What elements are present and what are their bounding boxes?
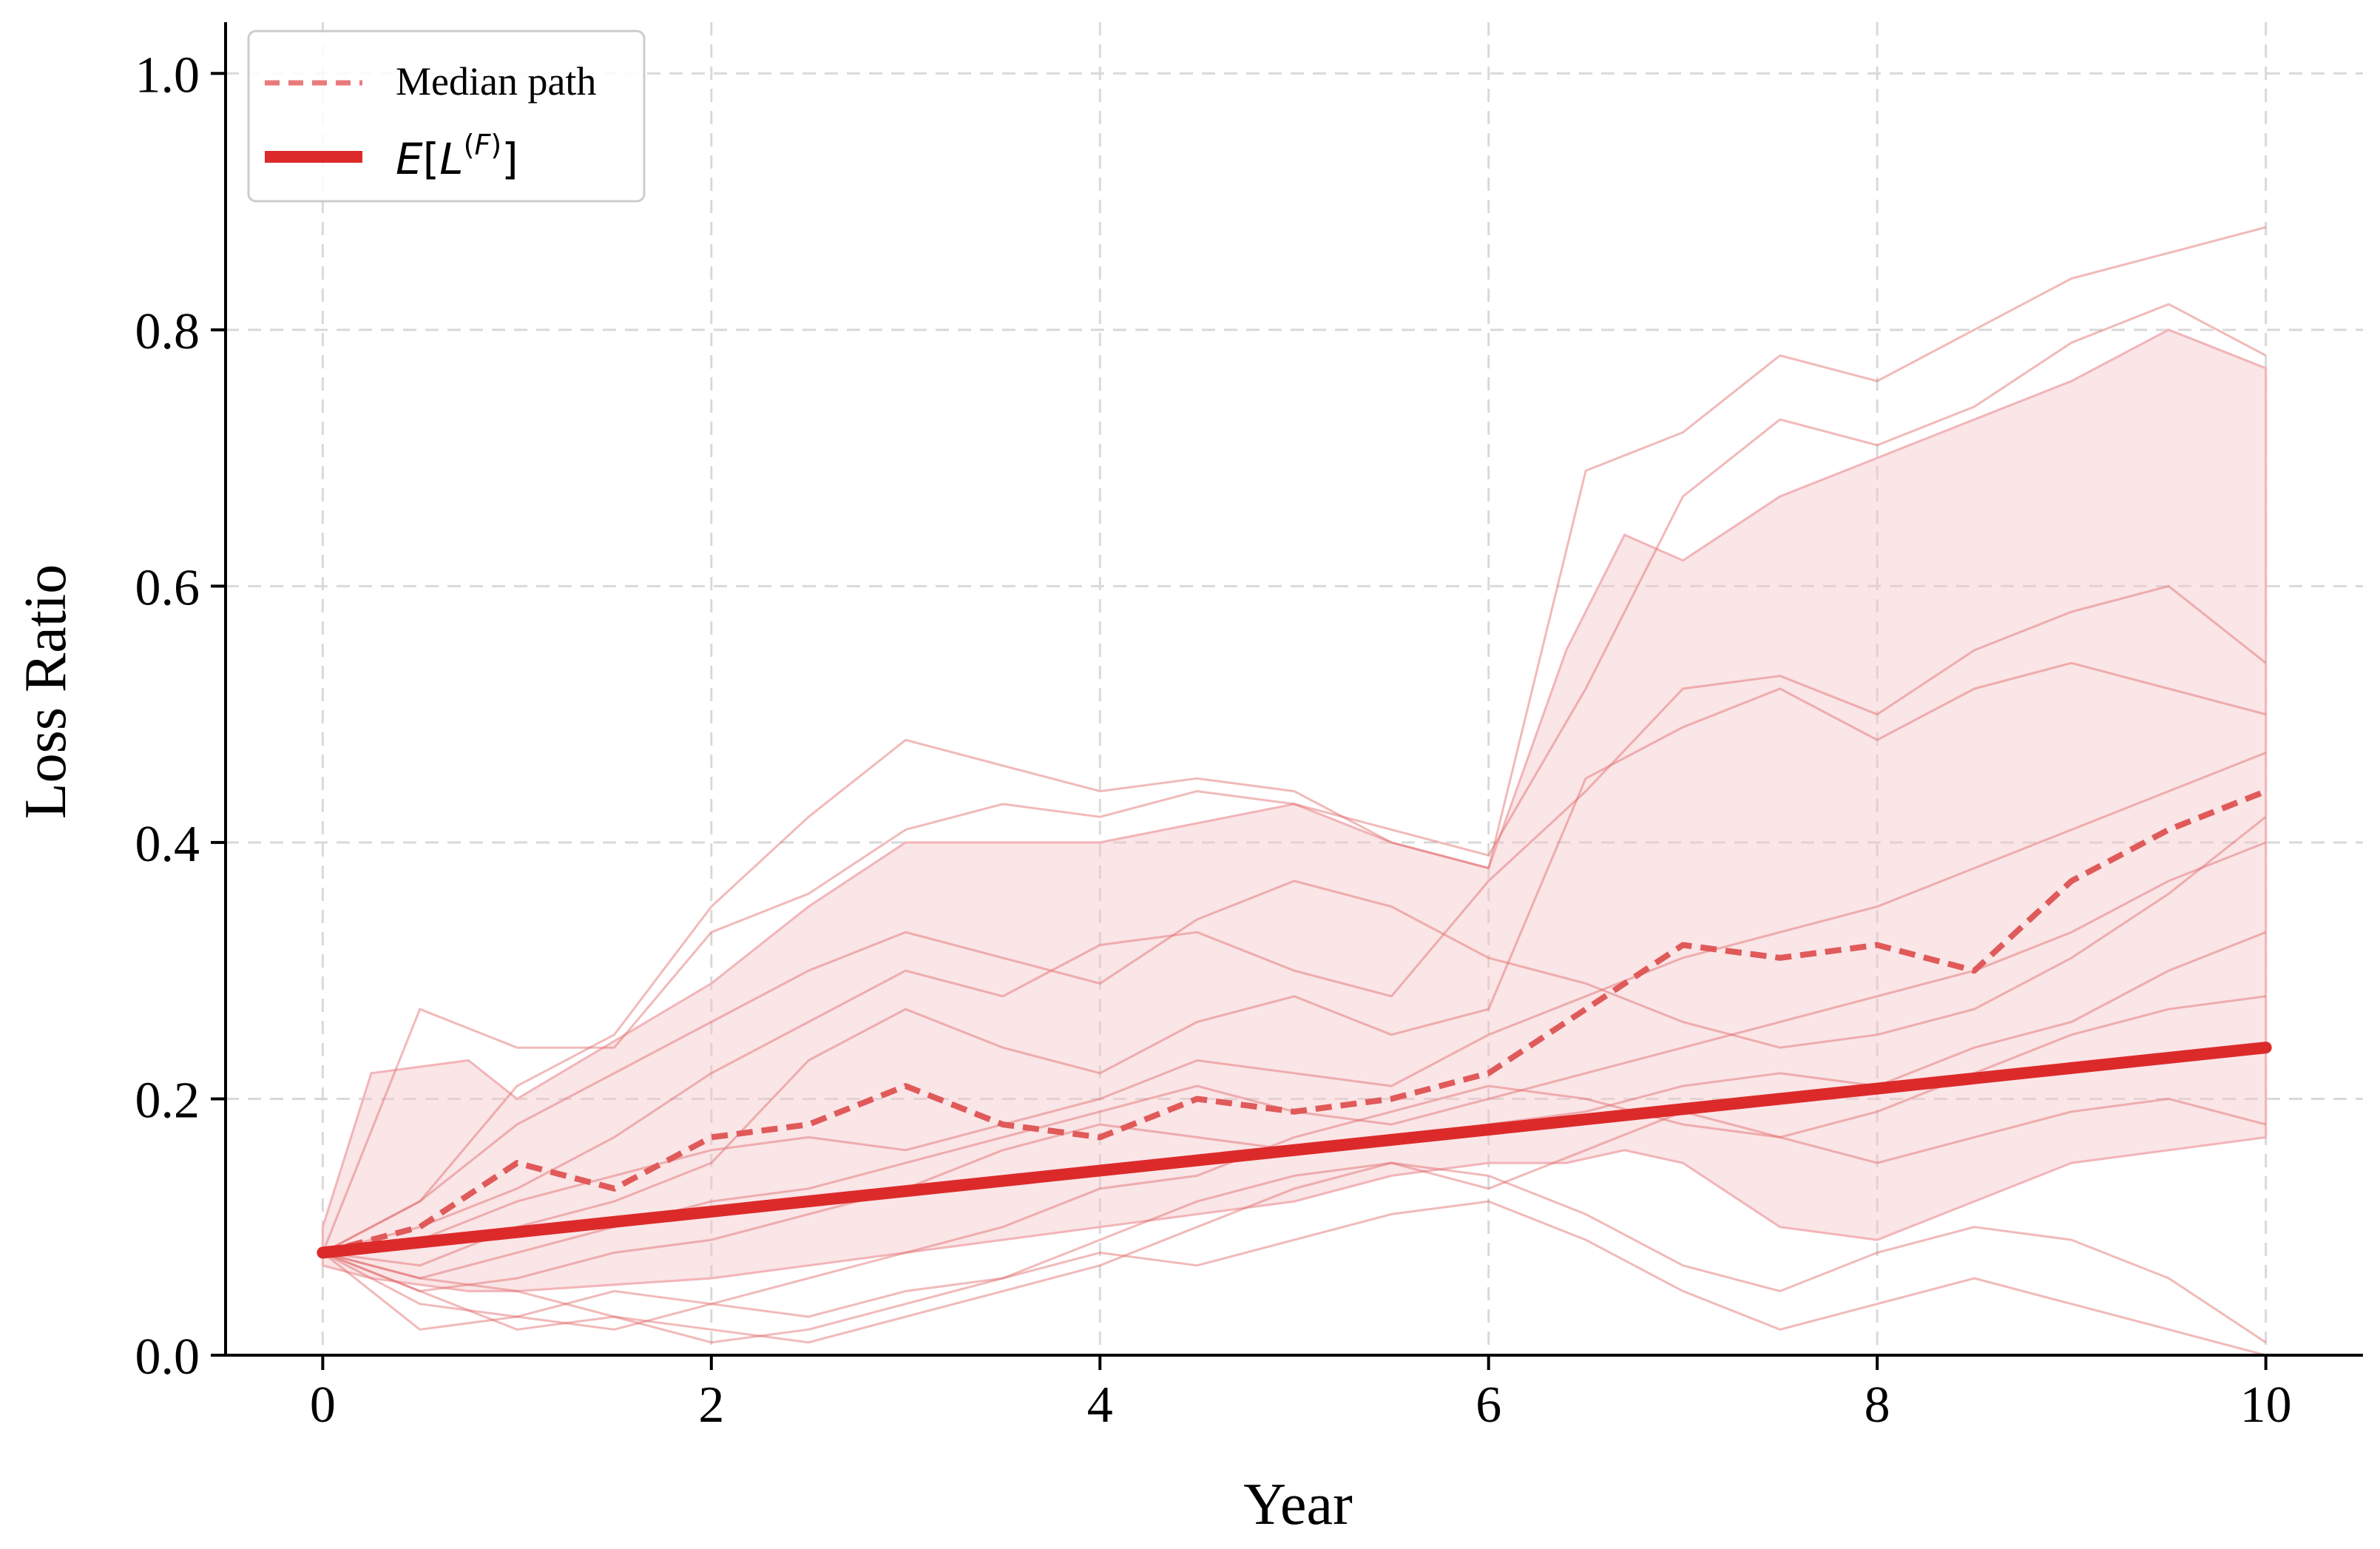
axes [224,22,2363,1357]
y-tick-label-4: 0.8 [135,303,200,360]
sample-path-2 [322,584,2267,1254]
y-tick-label-0: 0.0 [135,1329,200,1386]
y-tick-label-5: 1.0 [135,47,200,104]
x-tick-label-5: 10 [2240,1377,2292,1434]
sample-path-3 [322,661,2266,1267]
sample-path-0 [322,226,2266,1254]
legend-label-median: Median path [396,59,596,104]
percentile-band [321,328,2268,1292]
sample-path-4 [322,752,2267,1254]
median-path [322,788,2268,1256]
x-tick-label-2: 4 [1087,1377,1113,1434]
expected-loss-line [317,1042,2272,1259]
x-tick-label-0: 0 [310,1377,336,1434]
legend: Median path E[L(F)] [247,30,646,203]
tick-labels: 0 2 4 6 8 10 0.0 0.2 0.4 0.6 0.8 1.0 [135,47,2292,1434]
expected-loss-layer [317,1042,2272,1259]
sample-path-9 [322,1161,2267,1344]
y-tick-label-2: 0.4 [135,816,200,873]
x-axis-label: Year [1243,1472,1352,1537]
x-tick-label-4: 8 [1865,1377,1890,1434]
y-tick-label-1: 0.2 [135,1072,200,1129]
y-tick-label-3: 0.6 [135,559,200,616]
sample-paths [322,226,2267,1357]
sample-path-11 [322,816,2267,1254]
sample-path-10 [322,1200,2266,1357]
confidence-band [321,328,2268,1292]
y-axis-label: Loss Ratio [13,564,78,819]
legend-label-expected: E[L(F)] [396,129,518,184]
sample-path-8 [322,1098,2266,1331]
x-tick-label-3: 6 [1475,1377,1501,1434]
sample-path-1 [322,303,2267,1253]
x-tick-label-1: 2 [698,1377,724,1434]
median-path-layer [322,788,2268,1256]
